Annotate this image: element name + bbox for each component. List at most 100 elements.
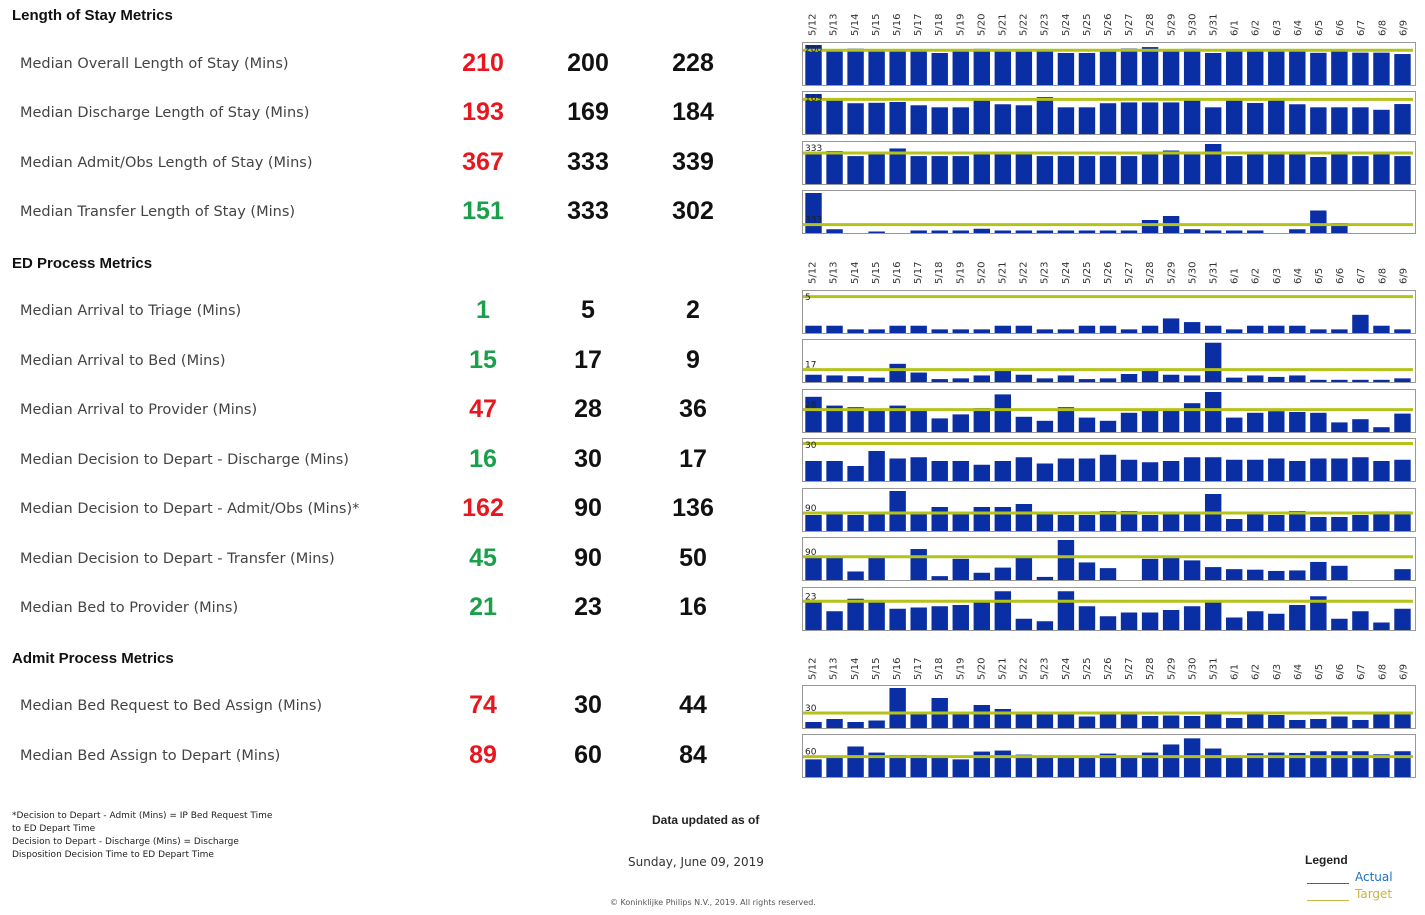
date-tick-label: 5/25 xyxy=(1082,262,1093,284)
comparison-value: 17 xyxy=(574,346,602,374)
bar xyxy=(1247,753,1264,777)
bar xyxy=(973,48,990,85)
bar xyxy=(1183,716,1201,728)
bar xyxy=(1226,230,1243,233)
comparison-value: 90 xyxy=(574,544,602,572)
bar xyxy=(1268,458,1285,481)
bar xyxy=(1331,223,1348,233)
bar xyxy=(868,601,885,630)
bar xyxy=(952,714,969,728)
bar xyxy=(973,153,990,184)
bar xyxy=(1099,103,1117,134)
bar xyxy=(1099,616,1117,630)
bar xyxy=(889,688,906,728)
date-tick-label: 5/14 xyxy=(850,14,861,36)
bar xyxy=(1352,156,1369,184)
bar xyxy=(1015,374,1033,382)
date-tick-label: 5/15 xyxy=(871,658,882,680)
bar xyxy=(1331,618,1348,630)
bar xyxy=(1036,420,1054,432)
bar xyxy=(1352,379,1369,382)
bar xyxy=(1099,325,1117,333)
bar xyxy=(1141,612,1159,630)
date-tick-label: 6/3 xyxy=(1272,268,1283,284)
target-label: 169 xyxy=(805,94,822,104)
bar xyxy=(1247,412,1264,432)
date-tick-label: 5/30 xyxy=(1187,262,1198,284)
bar xyxy=(973,464,990,481)
comparison-value: 333 xyxy=(567,197,609,225)
bar xyxy=(1331,51,1348,85)
comparison-value: 30 xyxy=(574,691,602,719)
bar xyxy=(1141,716,1159,728)
bar xyxy=(952,759,969,777)
bar xyxy=(1036,230,1054,233)
bar xyxy=(1394,608,1411,630)
date-tick-label: 6/8 xyxy=(1377,20,1388,36)
metric-label: Median Overall Length of Stay (Mins) xyxy=(20,56,289,72)
date-tick-label: 6/6 xyxy=(1335,20,1346,36)
target-label: 23 xyxy=(805,592,816,602)
bar xyxy=(847,376,864,382)
bar xyxy=(1057,757,1075,777)
bar xyxy=(910,51,927,85)
bar xyxy=(1373,379,1390,382)
metric-label: Median Decision to Depart - Discharge (M… xyxy=(20,452,349,468)
date-tick-label: 5/24 xyxy=(1061,658,1072,680)
date-tick-label: 5/13 xyxy=(829,262,840,284)
bar xyxy=(1247,50,1264,85)
bar xyxy=(1204,712,1222,728)
bar xyxy=(847,156,864,184)
date-tick-label: 5/12 xyxy=(808,262,819,284)
date-tick-label: 5/27 xyxy=(1124,658,1135,680)
bar xyxy=(868,409,885,432)
bar xyxy=(1015,230,1033,233)
bar xyxy=(1226,569,1243,580)
bar xyxy=(1331,379,1348,382)
bar xyxy=(1247,611,1264,630)
bar xyxy=(1120,48,1138,85)
bar xyxy=(910,754,927,777)
date-tick-label: 6/5 xyxy=(1314,20,1325,36)
bar xyxy=(805,45,822,85)
sparkline-chart: 90 xyxy=(802,537,1416,581)
bar xyxy=(847,48,864,85)
prior-value: 9 xyxy=(686,346,700,374)
bar xyxy=(1247,103,1264,134)
date-tick-label: 6/4 xyxy=(1293,20,1304,36)
bar xyxy=(1373,154,1390,184)
comparison-value: 200 xyxy=(567,49,609,77)
bar xyxy=(1162,556,1180,580)
date-tick-label: 6/1 xyxy=(1230,268,1241,284)
bar xyxy=(910,607,927,630)
bar xyxy=(1183,403,1201,432)
bar xyxy=(1268,154,1285,184)
current-value: 45 xyxy=(469,544,497,572)
bar xyxy=(1141,410,1159,432)
bar xyxy=(1099,753,1117,777)
bar xyxy=(1141,47,1159,85)
bar xyxy=(868,152,885,184)
bar xyxy=(1268,752,1285,777)
prior-value: 84 xyxy=(679,741,707,769)
bar xyxy=(868,329,885,333)
bar xyxy=(868,752,885,777)
current-value: 21 xyxy=(469,593,497,621)
bar xyxy=(889,491,906,531)
current-value: 367 xyxy=(462,148,504,176)
bar xyxy=(889,608,906,630)
bar xyxy=(1078,755,1096,777)
bar xyxy=(868,102,885,134)
date-tick-label: 5/14 xyxy=(850,262,861,284)
bar xyxy=(868,557,885,580)
bar xyxy=(805,396,822,432)
bar xyxy=(1331,422,1348,432)
date-tick-label: 6/7 xyxy=(1356,268,1367,284)
bar xyxy=(1268,515,1285,531)
bar xyxy=(1099,156,1117,184)
bar xyxy=(889,458,906,481)
date-tick-label: 5/22 xyxy=(1019,658,1030,680)
bar xyxy=(1268,613,1285,630)
date-tick-label: 6/9 xyxy=(1398,268,1409,284)
bar xyxy=(1331,565,1348,580)
